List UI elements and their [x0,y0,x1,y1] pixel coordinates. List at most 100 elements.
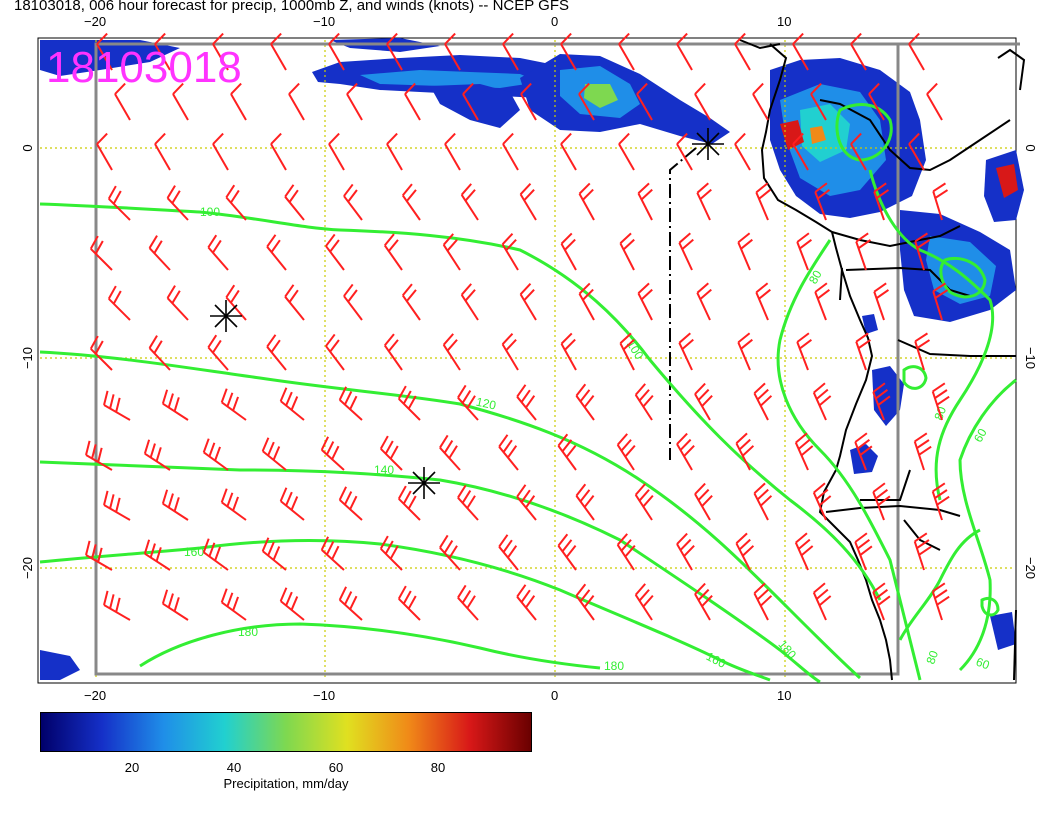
wind-barb [457,584,479,621]
wind-barb [578,82,595,121]
wind-barb [694,482,713,521]
wind-barb [202,538,229,571]
wind-barb [148,235,171,271]
wind-barb [872,382,891,421]
wind-barb [397,385,421,421]
wind-barb [161,589,189,621]
wind-barb [501,232,519,271]
wind-barb [404,82,421,121]
wind-barb [516,584,537,621]
wind-barb [457,484,479,521]
wind-barb [618,32,635,71]
wind-barb [328,132,345,171]
wind-barb [166,285,189,321]
wind-barb [734,132,751,171]
wind-barbs [85,32,950,621]
wind-barb [850,32,867,71]
wind-barb [753,582,773,621]
wind-barb [908,132,925,171]
wind-barb [792,32,809,71]
wind-barb [379,435,403,471]
wind-barb [516,384,537,421]
contour-label-180-b: 180 [604,659,624,673]
wind-barb [575,483,595,521]
wind-barb [519,282,537,321]
wind-barb [207,234,229,271]
height-contours [39,103,1017,684]
wind-barb [908,32,925,71]
right-lat-label: 0 [1023,144,1038,151]
wind-barb [520,82,537,121]
contour-label-120: 120 [475,395,498,413]
wind-barb [578,282,595,321]
left-lat-label: 0 [20,144,35,151]
wind-barb [107,285,131,321]
wind-barb [850,132,867,171]
wind-barb [872,482,891,521]
wind-barb [914,232,931,271]
wind-barb [634,483,654,521]
wind-barb [914,332,931,371]
wind-barb [207,334,229,371]
wind-barb [457,384,479,421]
wind-barb [575,383,595,421]
wind-barb [279,587,305,621]
wind-barb [325,333,345,371]
wind-barb [616,433,636,471]
wind-barb [279,387,305,421]
wind-barb [814,182,830,221]
wind-barb [636,82,653,121]
wind-barb [932,282,949,321]
contour-120 [39,350,862,680]
wind-barb [873,282,890,321]
bottom-lon-label: −10 [313,688,335,700]
wind-barb [575,583,595,621]
domain-box [94,42,900,676]
wind-barb [516,484,537,521]
wind-barb [96,132,113,171]
map: 100 100 120 140 160 160 180 180 180 80 8… [20,14,1038,700]
wind-barb [855,332,872,371]
wind-barb [320,436,345,471]
contour-140 [39,460,821,684]
contour-100-a [39,202,882,601]
wind-barb [270,132,287,171]
wind-barb [676,432,695,471]
wind-barb [560,32,577,71]
wind-barb [397,485,421,521]
wind-barb [794,532,814,571]
wind-barb [637,182,653,221]
wind-barb [735,432,755,471]
top-lon-label: −10 [313,14,335,29]
wind-barb [498,534,519,571]
contour-label-60-a: 60 [971,426,990,445]
wind-barb [379,535,403,571]
wind-barb [261,537,287,571]
wind-barb [338,386,363,421]
wind-barb [854,432,873,471]
contour-label-80-a: 80 [806,268,825,287]
page-title: 18103018, 006 hour forecast for precip, … [14,0,569,14]
wind-barb [114,82,131,121]
wind-barb [220,488,247,521]
wind-barb [752,82,769,121]
wind-barb [678,232,694,271]
wind-barb [212,32,229,71]
wind-barb [225,284,247,321]
wind-barb [220,588,247,621]
wind-barb [161,489,189,521]
left-lat-label: −10 [20,347,35,369]
wind-barb [85,540,113,571]
wind-barb [931,582,950,621]
wind-barb [519,182,537,221]
wind-barb [284,284,305,321]
wind-barb [868,82,885,121]
wind-barb [753,382,773,421]
wind-barb [107,185,131,221]
wind-barb [502,32,519,71]
precipitation-field [40,38,1024,680]
wind-barb [343,283,363,321]
wind-barb [676,32,693,71]
wind-barb [694,382,713,421]
wind-barb [220,388,247,421]
